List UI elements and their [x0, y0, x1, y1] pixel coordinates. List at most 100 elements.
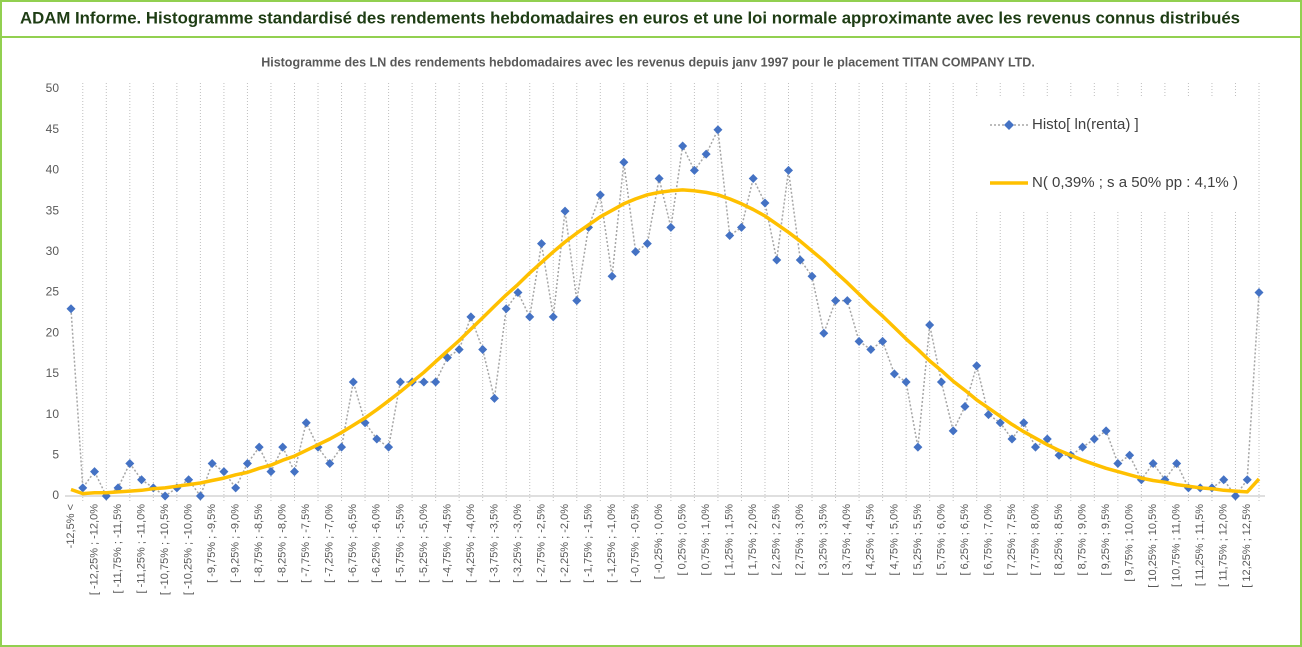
y-tick-label: 40	[46, 163, 60, 177]
data-point	[160, 491, 170, 501]
data-point	[795, 255, 805, 265]
x-tick-label: [ 6,75% ; 7,0%	[982, 504, 994, 576]
x-tick-label: [ 11,75% ; 12,0%	[1218, 504, 1230, 587]
y-tick-label: 35	[46, 203, 60, 217]
x-tick-label: [ 3,75% ; 4,0%	[841, 504, 853, 576]
x-tick-label: [ 0,25% ; 0,5%	[677, 504, 689, 576]
data-point	[207, 458, 217, 468]
data-point	[478, 344, 488, 354]
y-tick-label: 5	[52, 447, 59, 461]
x-tick-label: [ 5,25% ; 5,5%	[912, 504, 924, 576]
data-point	[1172, 458, 1182, 468]
x-tick-label: [ 1,75% ; 2,0%	[747, 504, 759, 576]
data-point	[842, 296, 852, 306]
data-point	[725, 231, 735, 241]
data-point	[1101, 426, 1111, 436]
series-line	[70, 188, 1261, 496]
legend-label: Histo[ ln(renta) ]	[1032, 116, 1139, 133]
data-point	[1031, 442, 1041, 452]
x-tick-label: [ 4,75% ; 5,0%	[888, 504, 900, 576]
data-point	[819, 328, 829, 338]
x-tick-label: [ -7,75% ; -7,5%	[300, 504, 312, 583]
x-tick-label: [ 7,75% ; 8,0%	[1029, 504, 1041, 576]
x-tick-label: [ -3,75% ; -3,5%	[488, 504, 500, 583]
x-tick-label: [ 5,75% ; 6,0%	[935, 504, 947, 576]
x-tick-label: [ 4,25% ; 4,5%	[865, 504, 877, 576]
data-point	[1113, 458, 1123, 468]
data-point	[595, 190, 605, 200]
x-tick-label: [ 6,25% ; 6,5%	[959, 504, 971, 576]
data-point	[1125, 450, 1135, 460]
chart-subtitle: Histogramme des LN des rendements hebdom…	[261, 55, 1035, 69]
legend-box	[962, 98, 1258, 210]
x-tick-label: [ 1,25% ; 1,5%	[724, 504, 736, 576]
data-point	[960, 401, 970, 411]
data-point	[184, 475, 194, 485]
data-point	[784, 165, 794, 175]
data-point	[642, 239, 652, 249]
data-point	[572, 296, 582, 306]
y-tick-label: 0	[52, 488, 59, 502]
data-point	[866, 344, 876, 354]
x-tick-label: [ 0,75% ; 1,0%	[700, 504, 712, 576]
data-point	[78, 483, 88, 493]
data-point	[1242, 475, 1252, 485]
data-point	[289, 467, 299, 477]
x-tick-label: [ -4,25% ; -4,0%	[465, 504, 477, 583]
y-tick-label: 25	[46, 285, 60, 299]
data-point	[619, 157, 629, 167]
y-tick-label: 10	[46, 407, 60, 421]
x-tick-label: [ -2,75% ; -2,5%	[535, 504, 547, 583]
data-point	[760, 198, 770, 208]
data-point	[948, 426, 958, 436]
data-point	[936, 377, 946, 387]
data-point	[678, 141, 688, 151]
x-tick-label: [ -7,25% ; -7,0%	[324, 504, 336, 583]
x-tick-label: [ -6,25% ; -6,0%	[371, 504, 383, 583]
data-point	[1078, 442, 1088, 452]
x-tick-label: [ -11,25% ; -11,0%	[135, 504, 147, 594]
x-tick-label: [ 7,25% ; 7,5%	[1006, 504, 1018, 576]
data-point	[854, 336, 864, 346]
data-point	[90, 467, 100, 477]
legend-swatch	[1004, 120, 1014, 130]
data-point	[348, 377, 358, 387]
data-point	[525, 312, 535, 322]
data-point	[548, 312, 558, 322]
data-point	[513, 288, 523, 297]
x-tick-label: [ 8,25% ; 8,5%	[1053, 504, 1065, 576]
data-point	[913, 442, 923, 452]
chart-title: ADAM Informe. Histogramme standardisé de…	[20, 8, 1240, 27]
x-tick-label: [ -5,75% ; -5,5%	[394, 504, 406, 583]
x-tick-label: [ -11,75% ; -11,5%	[112, 504, 124, 594]
data-point	[431, 377, 441, 387]
data-point	[137, 475, 147, 485]
x-tick-label: [ 12,25% ; 12,5%	[1241, 504, 1253, 588]
x-tick-label: [ -0,75% ; -0,5%	[630, 504, 642, 583]
data-point	[1007, 434, 1017, 444]
x-tick-label: [ 11,25% ; 11,5%	[1194, 504, 1206, 586]
data-point	[372, 434, 382, 444]
x-tick-label: [ -0,25% ; 0,0%	[653, 504, 665, 579]
x-tick-label: [ -4,75% ; -4,5%	[441, 504, 453, 583]
x-tick-label: [ 9,75% ; 10,0%	[1124, 504, 1136, 582]
x-tick-label: [ 3,25% ; 3,5%	[818, 504, 830, 576]
data-point	[501, 304, 511, 314]
data-point	[772, 255, 782, 265]
data-point	[736, 222, 746, 232]
data-point	[278, 442, 288, 452]
data-point	[1089, 434, 1099, 444]
data-point	[231, 483, 241, 493]
data-point	[301, 418, 311, 428]
data-point	[901, 377, 911, 387]
x-tick-label: [ -1,75% ; -1,5%	[582, 504, 594, 583]
x-tick-label: [ -6,75% ; -6,5%	[347, 504, 359, 583]
data-point	[666, 222, 676, 232]
data-point	[1254, 288, 1264, 297]
data-point	[325, 458, 335, 468]
data-point	[689, 165, 699, 175]
y-tick-label: 50	[46, 81, 60, 95]
x-tick-label: [ -10,75% ; -10,5%	[159, 504, 171, 595]
y-tick-label: 45	[46, 122, 60, 136]
